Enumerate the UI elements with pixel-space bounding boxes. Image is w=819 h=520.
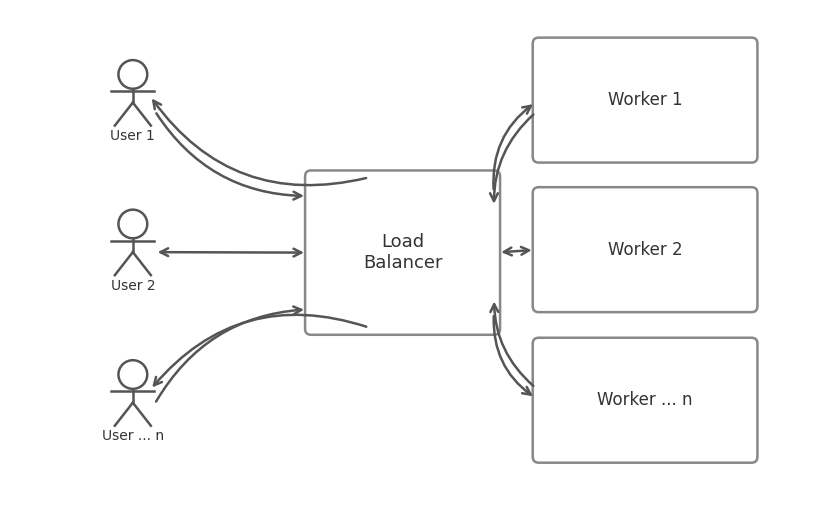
Polygon shape bbox=[567, 219, 645, 298]
FancyBboxPatch shape bbox=[532, 187, 757, 312]
FancyBboxPatch shape bbox=[305, 171, 500, 335]
FancyArrowPatch shape bbox=[493, 106, 530, 189]
Circle shape bbox=[594, 97, 618, 122]
Text: Worker 2: Worker 2 bbox=[607, 241, 681, 258]
FancyArrowPatch shape bbox=[490, 304, 532, 386]
FancyArrowPatch shape bbox=[156, 113, 301, 200]
FancyBboxPatch shape bbox=[532, 337, 757, 463]
FancyArrowPatch shape bbox=[490, 114, 533, 201]
Text: User 2: User 2 bbox=[111, 279, 155, 293]
Text: User 1: User 1 bbox=[111, 129, 155, 143]
FancyArrowPatch shape bbox=[493, 316, 530, 395]
FancyBboxPatch shape bbox=[385, 228, 395, 277]
FancyArrowPatch shape bbox=[503, 247, 528, 255]
Text: Worker 1: Worker 1 bbox=[607, 91, 681, 109]
Text: Worker ... n: Worker ... n bbox=[596, 391, 692, 409]
FancyBboxPatch shape bbox=[409, 228, 419, 277]
FancyArrowPatch shape bbox=[154, 315, 366, 385]
Text: Load
Balancer: Load Balancer bbox=[362, 233, 441, 272]
FancyArrowPatch shape bbox=[161, 248, 301, 256]
FancyArrowPatch shape bbox=[153, 101, 366, 185]
Polygon shape bbox=[567, 70, 645, 148]
FancyArrowPatch shape bbox=[156, 306, 301, 401]
Text: User ... n: User ... n bbox=[102, 430, 164, 443]
Circle shape bbox=[594, 246, 618, 271]
FancyBboxPatch shape bbox=[532, 37, 757, 163]
Polygon shape bbox=[567, 370, 645, 449]
Circle shape bbox=[594, 397, 618, 422]
